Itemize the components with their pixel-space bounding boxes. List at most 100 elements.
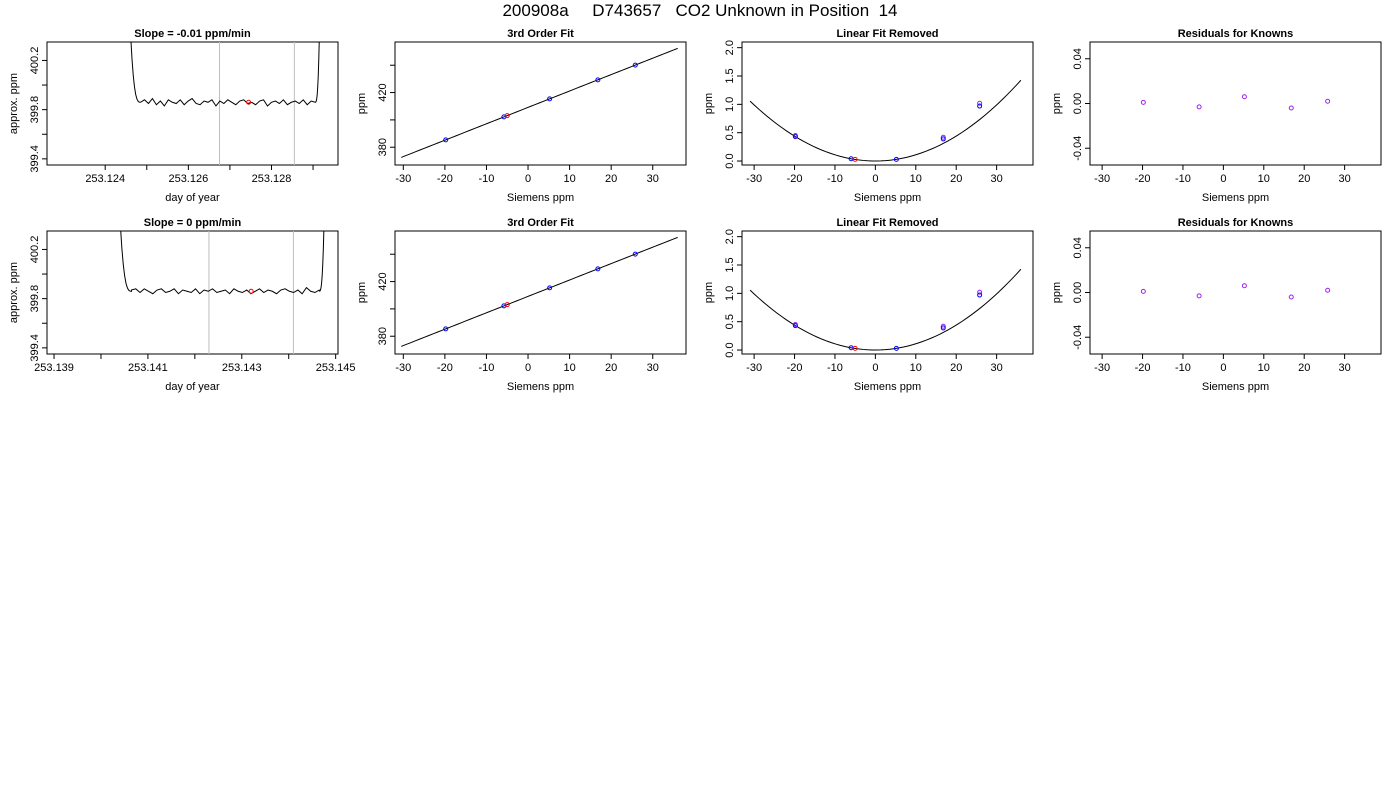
mean-point-marker [246, 99, 252, 105]
x-tick-label: -30 [395, 173, 411, 185]
plot-area [1140, 283, 1331, 300]
x-axis-label: Siemens ppm [854, 192, 921, 204]
plot-title: Slope = 0 ppm/min [144, 217, 242, 229]
known-point [632, 62, 638, 68]
unknown-point [852, 345, 858, 351]
plot-frame [394, 41, 687, 166]
y-tick-label: 399.4 [29, 145, 41, 173]
y-tick-label: 399.4 [29, 334, 41, 362]
x-tick-label: 0 [872, 362, 878, 374]
y-axis-label: approx. ppm [8, 262, 20, 323]
plot-title: Residuals for Knowns [1178, 217, 1294, 229]
plot-area [401, 47, 678, 158]
known-point [595, 77, 601, 83]
page-title: 200908a D743657 CO2 Unknown in Position … [502, 1, 898, 20]
chart-panel-5: Slope = 0 ppm/min 253.139 253.141 253.143 25… [8, 217, 356, 393]
x-axis-label: Siemens ppm [507, 381, 574, 393]
y-tick-label: 380 [377, 138, 389, 156]
y-tick-label: 0.0 [724, 342, 736, 357]
x-tick-label: 253.126 [168, 173, 208, 185]
x-tick-label: -30 [746, 173, 762, 185]
x-tick-label: -10 [827, 362, 843, 374]
x-tick-label: 0 [872, 173, 878, 185]
x-tick-label: -20 [787, 362, 803, 374]
y-tick-label: 1.5 [724, 68, 736, 83]
chart-panel-8: Residuals for Knowns -30 -20 -10 0 10 20 30 Siem… [1051, 217, 1382, 393]
known-point [595, 266, 601, 272]
y-tick-label: 1.0 [724, 97, 736, 112]
x-axis-label: day of year [165, 192, 220, 204]
x-tick-label: 20 [1298, 362, 1310, 374]
fit-curve [401, 47, 678, 158]
x-tick-label: -30 [1094, 173, 1110, 185]
plot-frame [46, 230, 339, 355]
chart-panel-1: Slope = -0.01 ppm/min 253.124 253.126 253.1… [8, 28, 339, 204]
known-point [547, 96, 553, 102]
y-tick-label: 0.04 [1072, 48, 1084, 69]
extra-point [940, 134, 946, 140]
y-tick-label: 2.0 [724, 229, 736, 244]
residual-point [1288, 105, 1294, 111]
known-point [443, 137, 449, 143]
y-axis-label: ppm [703, 93, 715, 114]
y-tick-label: 420 [377, 83, 389, 101]
chart-panel-7: Linear Fit Removed -30 -20 -10 0 10 20 30 Siemen… [703, 217, 1034, 393]
y-tick-label: 0.5 [724, 125, 736, 140]
extra-point [977, 289, 983, 295]
known-point [977, 292, 983, 298]
x-tick-label: 30 [647, 173, 659, 185]
plot-area [749, 268, 1022, 351]
y-axis-label: ppm [356, 282, 368, 303]
plot-title: 3rd Order Fit [507, 28, 574, 40]
unknown-point [504, 113, 510, 119]
x-tick-label: 30 [1339, 173, 1351, 185]
y-tick-label: 400.2 [29, 236, 41, 264]
y-tick-label: 399.8 [29, 96, 41, 124]
y-tick-label: 380 [377, 327, 389, 345]
x-tick-label: 253.139 [34, 362, 74, 374]
x-tick-label: 20 [1298, 173, 1310, 185]
x-tick-label: 0 [525, 173, 531, 185]
y-axis-label: approx. ppm [8, 73, 20, 134]
x-tick-label: 10 [1258, 362, 1270, 374]
x-tick-label: 253.128 [252, 173, 292, 185]
x-tick-label: 10 [1258, 173, 1270, 185]
x-tick-label: 253.141 [128, 362, 168, 374]
fit-curve [749, 79, 1022, 162]
x-tick-label: 20 [605, 362, 617, 374]
known-point [792, 323, 798, 329]
fit-curve [749, 268, 1022, 351]
extra-point [940, 323, 946, 329]
plot-frame [1089, 41, 1382, 166]
known-point [893, 156, 899, 162]
known-point [792, 134, 798, 140]
y-tick-label: 0.04 [1072, 237, 1084, 258]
y-tick-label: 399.8 [29, 285, 41, 313]
plot-title: Residuals for Knowns [1178, 28, 1294, 40]
residual-point [1140, 99, 1146, 105]
x-axis-label: Siemens ppm [1202, 192, 1269, 204]
y-axis-label: ppm [1051, 282, 1063, 303]
x-axis-label: Siemens ppm [854, 381, 921, 393]
data-trace [120, 231, 325, 295]
x-tick-label: -10 [479, 173, 495, 185]
x-tick-label: 10 [563, 362, 575, 374]
residual-point [1241, 94, 1247, 100]
x-tick-label: 20 [950, 173, 962, 185]
extra-point [977, 100, 983, 106]
plot-frame [741, 230, 1034, 355]
x-tick-label: 30 [1339, 362, 1351, 374]
x-axis-label: Siemens ppm [507, 192, 574, 204]
residual-point [1241, 283, 1247, 289]
y-tick-label: 2.0 [724, 40, 736, 55]
plot-frame [1089, 230, 1382, 355]
mean-point-marker [248, 288, 254, 294]
y-tick-label: 400.2 [29, 47, 41, 75]
x-tick-label: 10 [910, 362, 922, 374]
x-tick-label: -10 [1175, 173, 1191, 185]
plot-title: Slope = -0.01 ppm/min [134, 28, 251, 40]
chart-panel-4: Residuals for Knowns -30 -20 -10 0 10 20 30 Siem… [1051, 28, 1382, 204]
x-tick-label: 253.145 [316, 362, 356, 374]
x-tick-label: 10 [910, 173, 922, 185]
